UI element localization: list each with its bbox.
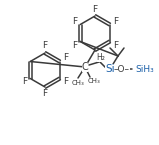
Text: F: F bbox=[22, 77, 27, 87]
Text: CH₃: CH₃ bbox=[88, 78, 100, 84]
Text: F: F bbox=[113, 17, 118, 26]
Text: F: F bbox=[92, 4, 98, 13]
Text: F: F bbox=[63, 54, 68, 62]
Text: F: F bbox=[72, 40, 77, 49]
Text: SiH₃: SiH₃ bbox=[135, 65, 154, 74]
Text: F: F bbox=[72, 17, 77, 26]
Text: CH₃: CH₃ bbox=[72, 80, 84, 86]
Text: F: F bbox=[42, 89, 48, 98]
Text: –O–: –O– bbox=[114, 65, 130, 74]
Text: F: F bbox=[42, 41, 48, 50]
Text: Si: Si bbox=[105, 64, 115, 74]
Text: C: C bbox=[82, 62, 88, 72]
Text: F: F bbox=[63, 77, 68, 87]
Text: H₂: H₂ bbox=[97, 52, 105, 61]
Text: F: F bbox=[113, 40, 118, 49]
